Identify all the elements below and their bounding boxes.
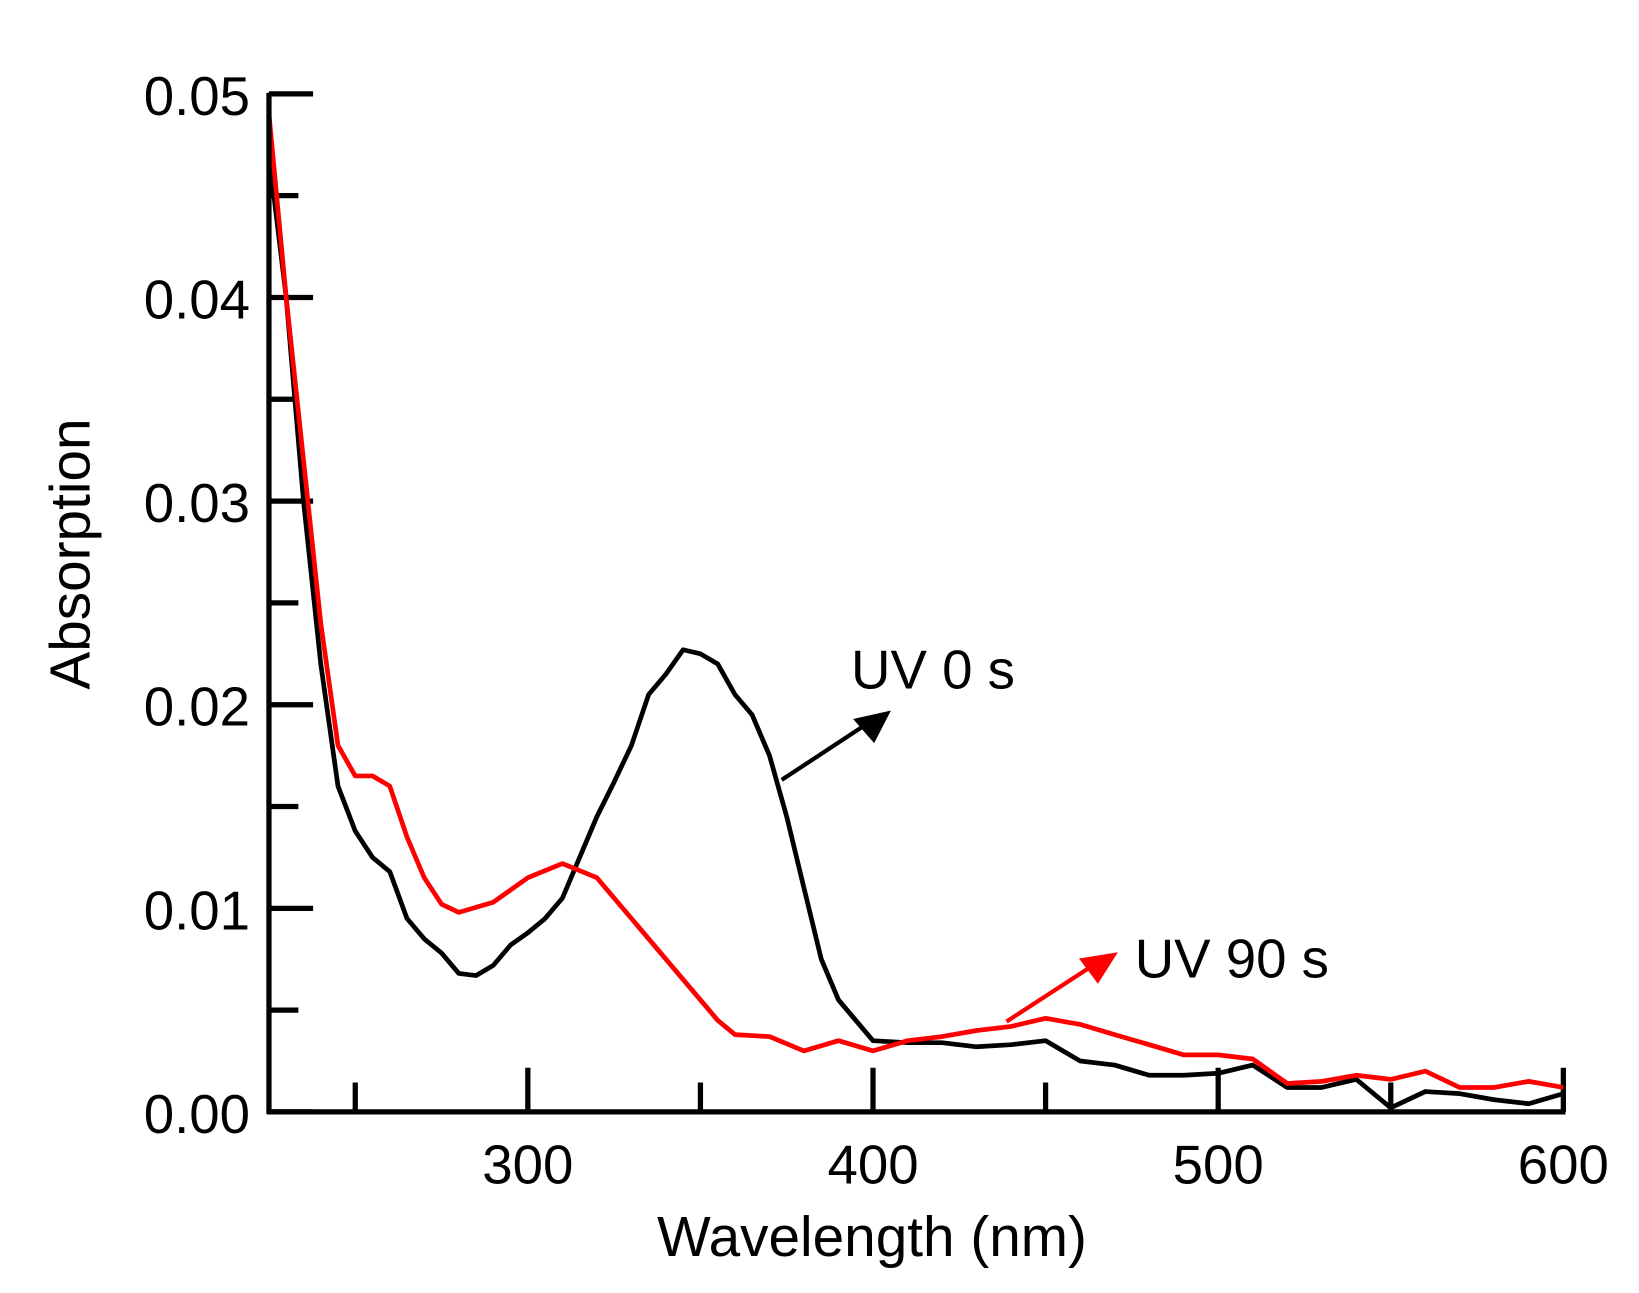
y-tick-label: 0.05 — [144, 66, 250, 127]
arrow-head-icon — [853, 710, 891, 744]
series-line-uv-90s — [266, 114, 1564, 1090]
annotation-label: UV 0 s — [851, 640, 1015, 701]
x-tick-label: 400 — [827, 1134, 918, 1195]
x-axis-label: Wavelength (nm) — [657, 1206, 1087, 1269]
series-lines — [266, 114, 1565, 1111]
y-tick-label: 0.00 — [144, 1084, 250, 1145]
x-tick-label: 300 — [482, 1134, 573, 1195]
arrow-head-icon — [1079, 952, 1118, 984]
annotation-label: UV 90 s — [1135, 928, 1329, 989]
y-tick-label: 0.03 — [144, 473, 250, 534]
x-tick-label: 500 — [1173, 1134, 1264, 1195]
axis-ticks: 0.00 0.01 0.02 0.03 0.04 0.05 300 400 500 600 — [144, 66, 1609, 1196]
annotation-uv-90s: UV 90 s — [1005, 928, 1329, 1024]
series-line-uv-0s — [266, 154, 1565, 1111]
y-tick-label: 0.04 — [144, 269, 250, 330]
annotation-uv-0s: UV 0 s — [780, 640, 1015, 782]
y-tick-label: 0.01 — [144, 880, 250, 941]
x-tick-label: 600 — [1518, 1134, 1609, 1195]
y-axis-label: Absorption — [39, 418, 102, 689]
y-tick-label: 0.02 — [144, 677, 250, 738]
